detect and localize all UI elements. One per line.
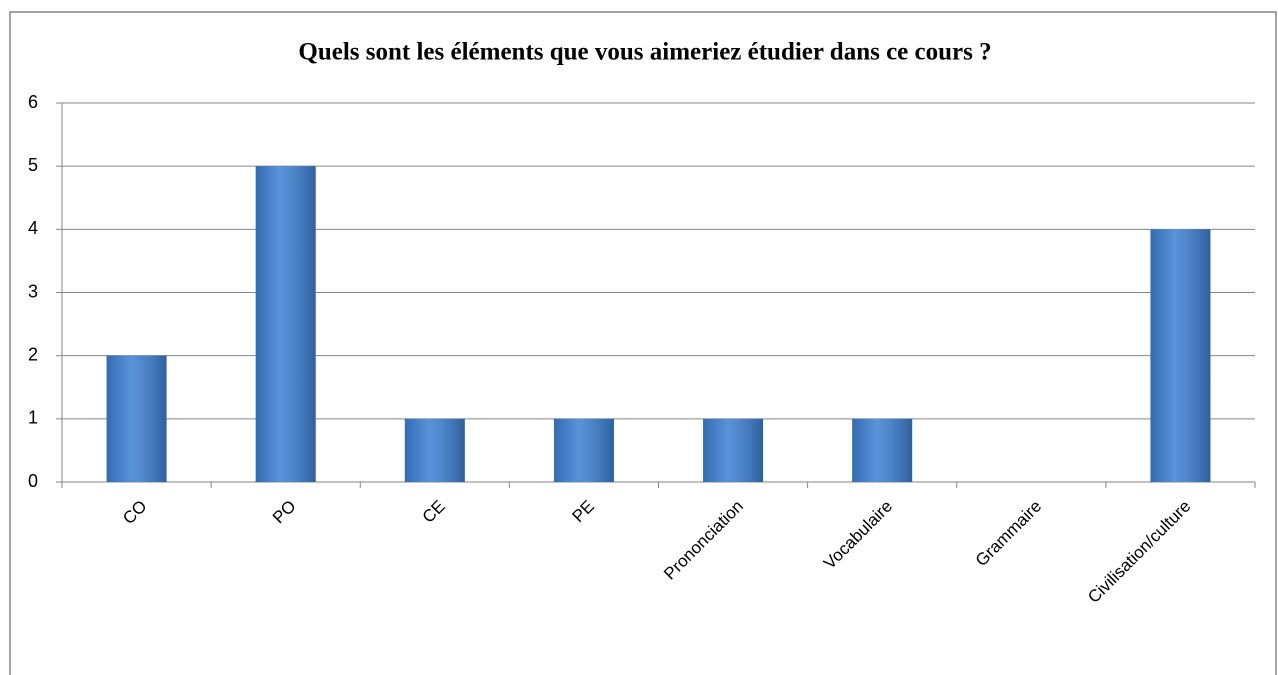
- bar-shade: [106, 355, 167, 482]
- x-tick-label: CE: [419, 497, 449, 527]
- x-tick-label: Civilisation/culture: [1084, 497, 1194, 607]
- bar-shade: [255, 166, 316, 482]
- y-tick-label: 1: [28, 408, 38, 428]
- x-tick-label: Prononciation: [660, 497, 747, 584]
- bar-shade: [852, 418, 913, 482]
- y-tick-label: 6: [28, 92, 38, 112]
- x-tick-label: Grammaire: [972, 497, 1046, 571]
- y-tick-label: 5: [28, 155, 38, 175]
- chart-title: Quels sont les éléments que vous aimerie…: [298, 39, 991, 66]
- y-tick-label: 0: [28, 471, 38, 491]
- x-tick-label: CO: [119, 497, 150, 528]
- chart-frame: [9, 11, 1277, 675]
- y-tick-label: 4: [28, 218, 38, 238]
- y-tick-label: 2: [28, 344, 38, 364]
- x-tick-label: Vocabulaire: [820, 497, 896, 573]
- bar-shade: [404, 418, 465, 482]
- bar-shade: [703, 418, 764, 482]
- x-tick-label: PO: [269, 497, 300, 528]
- x-tick-label: PE: [568, 497, 597, 526]
- bar-shade: [1150, 229, 1211, 482]
- y-tick-label: 3: [28, 281, 38, 301]
- bar-shade: [553, 418, 614, 482]
